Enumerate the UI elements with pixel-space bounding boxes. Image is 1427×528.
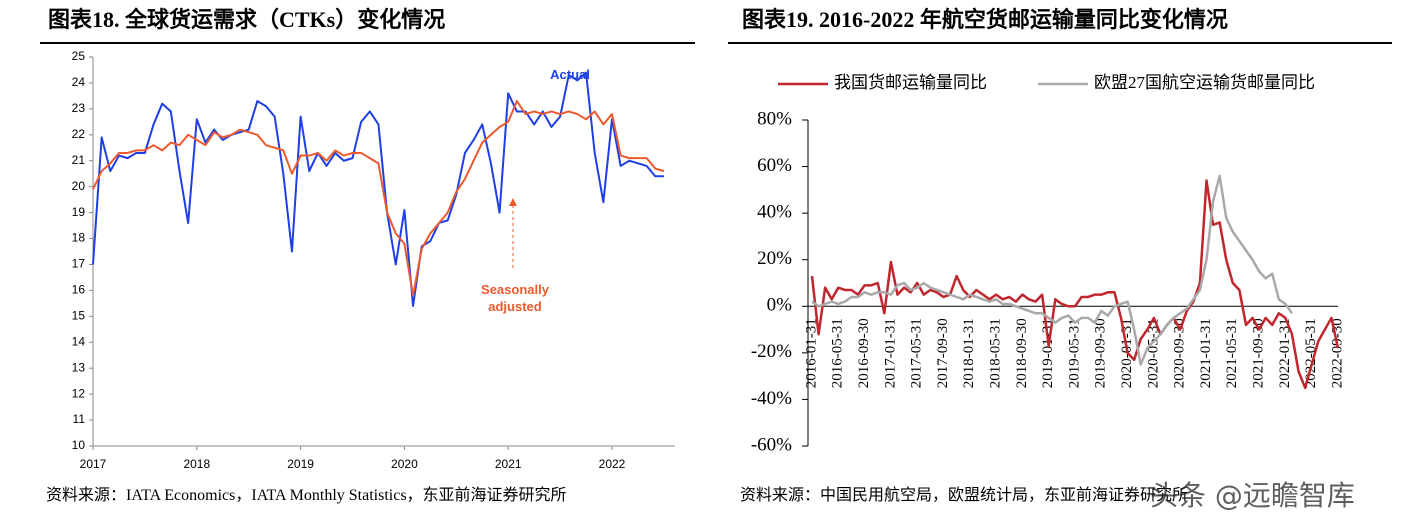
x-tick-label: 2016-01-31: [803, 318, 819, 388]
y-tick-label: 20: [72, 179, 86, 193]
x-tick-label: 2018-01-31: [961, 318, 977, 388]
y-tick-label: 10: [72, 438, 86, 452]
x-tick-label: 2016-05-31: [830, 318, 846, 388]
y-tick-label: 80%: [757, 108, 792, 129]
x-tick-label: 2017-05-31: [909, 318, 925, 388]
y-tick-label: 24: [72, 75, 86, 89]
series-line: [92, 71, 664, 307]
source-note: 资料来源：中国民用航空局，欧盟统计局，东亚前海证券研究所: [740, 487, 1189, 504]
y-tick-label: 22: [72, 127, 86, 141]
y-tick-label: 0%: [767, 295, 793, 316]
x-tick-label: 2022-05-31: [1303, 318, 1319, 388]
chart-title: 图表19. 2016-2022 年航空货邮运输量同比变化情况: [742, 7, 1228, 32]
x-tick-label: 2019-01-31: [1040, 318, 1056, 388]
y-tick-label: -40%: [751, 388, 792, 409]
y-tick-label: 25: [72, 49, 86, 63]
x-tick-label: 2020-09-30: [1172, 318, 1188, 388]
x-tick-label: 2021-05-31: [1224, 318, 1240, 388]
x-tick-label: 2018-09-30: [1014, 318, 1030, 388]
y-tick-label: 20%: [757, 248, 792, 269]
x-tick-label: 2021-09-30: [1251, 318, 1267, 388]
series-line: [810, 179, 1340, 390]
y-tick-label: 11: [73, 412, 86, 426]
annotation: Seasonally adjusted: [481, 282, 549, 314]
x-tick-label: 2018: [183, 457, 210, 471]
y-tick-label: 21: [72, 153, 86, 167]
x-tick-label: 2019: [287, 457, 314, 471]
y-tick-label: 18: [72, 231, 86, 245]
x-tick-label: 2022-09-30: [1329, 318, 1345, 388]
y-tick-label: 60%: [757, 155, 792, 176]
x-tick-label: 2019-09-30: [1093, 318, 1109, 388]
y-tick-label: 15: [72, 309, 86, 323]
y-tick-label: 40%: [757, 202, 792, 223]
x-tick-label: 2022-01-31: [1277, 318, 1293, 388]
y-tick-label: 12: [72, 386, 86, 400]
legend-label: 欧盟27国航空运输货邮量同比: [1094, 73, 1315, 92]
y-tick-label: 16: [72, 283, 86, 297]
x-tick-label: 2018-05-31: [988, 318, 1004, 388]
y-tick-label: -20%: [751, 341, 792, 362]
x-tick-label: 2019-05-31: [1066, 318, 1082, 388]
chart-title: 图表18. 全球货运需求（CTKs）变化情况: [48, 7, 445, 32]
x-tick-label: 2016-09-30: [856, 318, 872, 388]
annotation: Actual: [550, 67, 590, 82]
y-tick-label: -60%: [751, 434, 792, 455]
arrow-head: [509, 198, 517, 206]
watermark: 头条 @远瞻智库: [1150, 479, 1355, 512]
y-tick-label: 23: [72, 101, 86, 115]
x-tick-label: 2021-01-31: [1198, 318, 1214, 388]
x-tick-label: 2017: [80, 457, 107, 471]
y-tick-label: 19: [72, 205, 86, 219]
source-note: 资料来源：IATA Economics，IATA Monthly Statist…: [46, 487, 567, 504]
y-tick-label: 13: [72, 360, 86, 374]
x-tick-label: 2022: [599, 457, 626, 471]
x-tick-label: 2017-01-31: [882, 318, 898, 388]
y-tick-label: 14: [72, 334, 86, 348]
series-line: [92, 100, 665, 297]
legend-label: 我国货邮运输量同比: [834, 73, 987, 92]
x-tick-label: 2017-09-30: [935, 318, 951, 388]
series-line: [811, 174, 1293, 366]
x-tick-label: 2021: [495, 457, 522, 471]
x-tick-label: 2020: [391, 457, 418, 471]
y-tick-label: 17: [72, 257, 86, 271]
